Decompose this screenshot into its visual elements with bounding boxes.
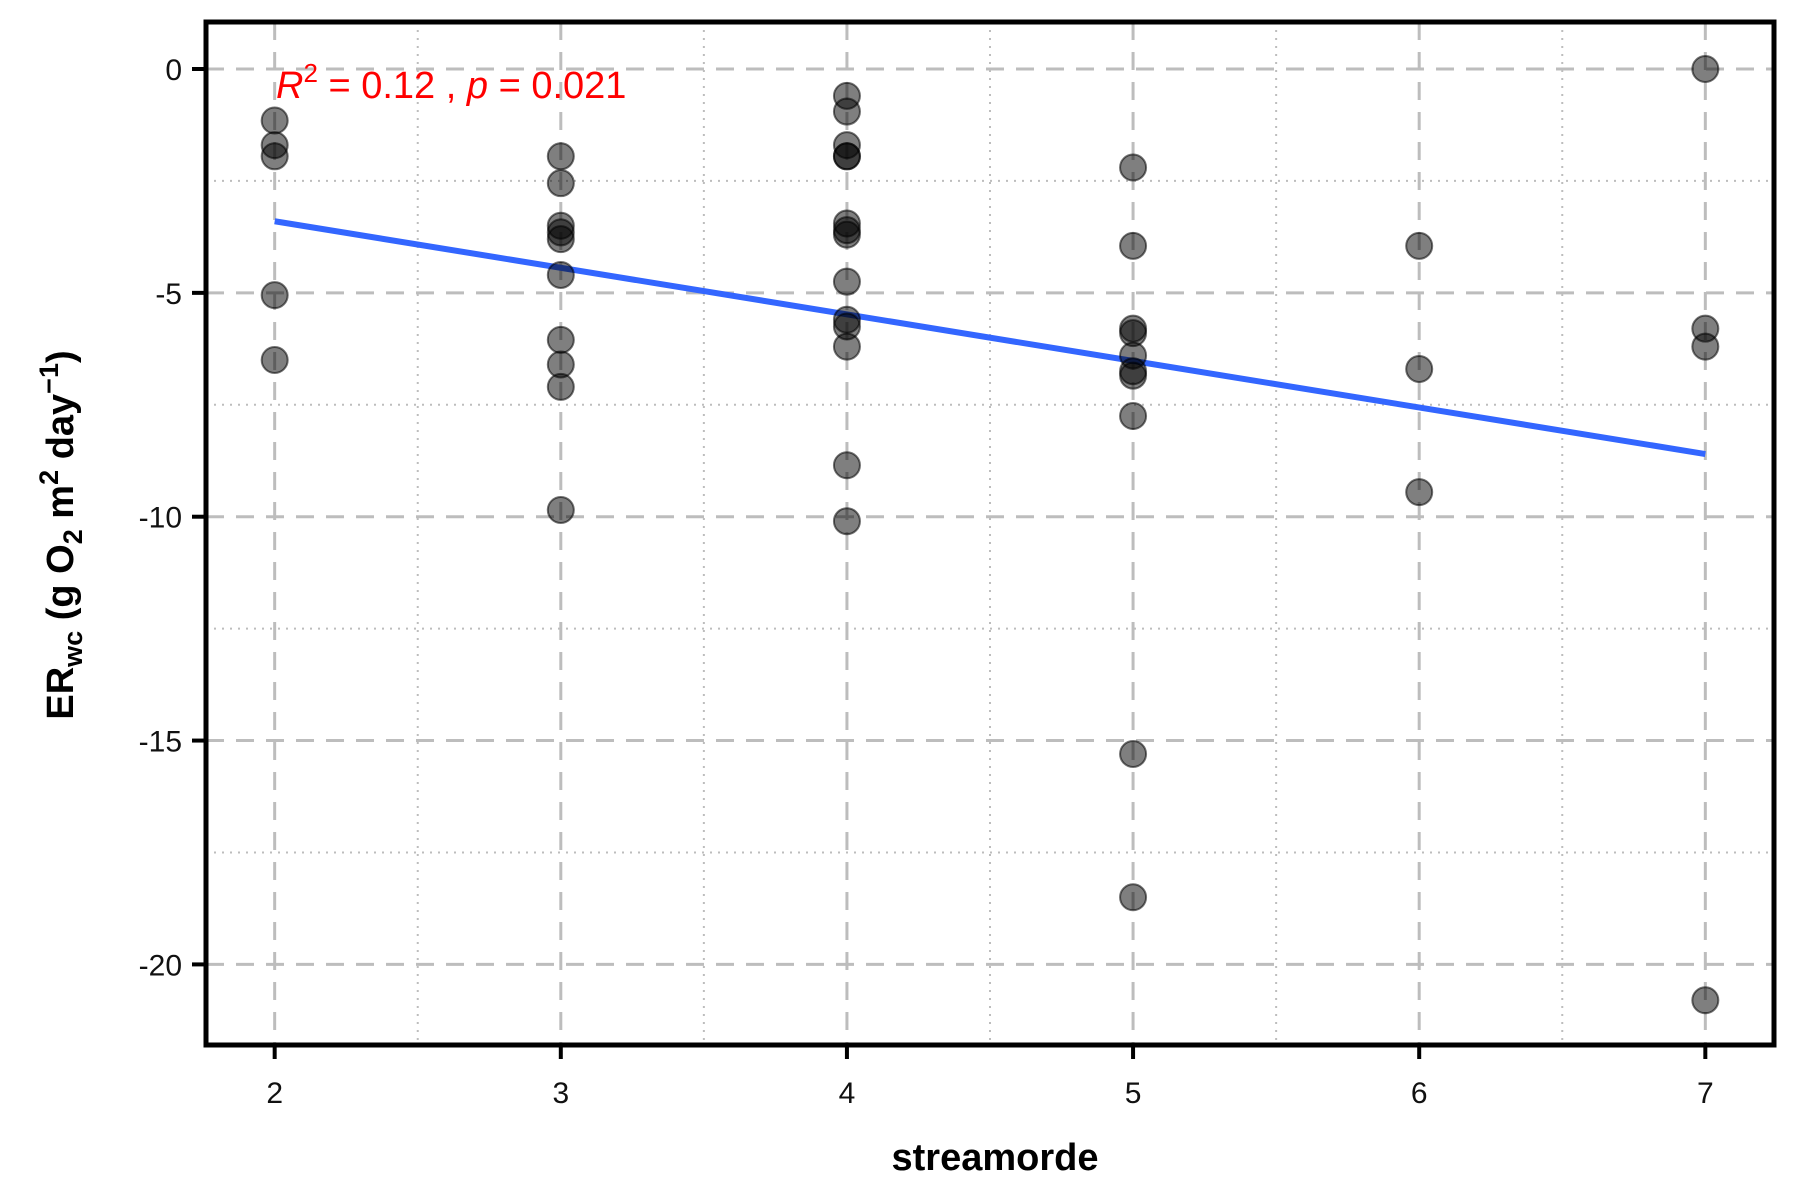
data-point <box>832 332 861 361</box>
data-point <box>1691 55 1720 84</box>
data-point <box>1119 739 1148 768</box>
data-point <box>546 169 575 198</box>
data-point <box>260 281 289 310</box>
grid <box>206 22 1774 1045</box>
regression-annotation: R2 = 0.12 , p = 0.021 <box>276 58 626 107</box>
data-point <box>1405 478 1434 507</box>
r-superscript: 2 <box>303 58 317 88</box>
x-tick-label: 6 <box>1411 1077 1428 1110</box>
regression-line-layer <box>274 218 1706 457</box>
y-axis-part1: (g O <box>40 544 82 631</box>
y-axis-part3: day <box>40 394 82 470</box>
data-point <box>260 106 289 135</box>
y-tick-label: -10 <box>139 502 182 535</box>
data-points <box>260 55 1720 1015</box>
y-axis-superscript-2: −1 <box>34 363 64 394</box>
data-point <box>260 346 289 375</box>
p-label: p <box>466 65 488 107</box>
data-point <box>546 260 575 289</box>
data-point <box>546 495 575 524</box>
data-point <box>1119 231 1148 260</box>
y-axis-part4: ) <box>40 350 82 363</box>
data-point <box>1691 332 1720 361</box>
annotation-end: = 0.021 <box>488 65 626 107</box>
x-tick-label: 3 <box>552 1077 569 1110</box>
y-tick-label: 0 <box>165 54 182 87</box>
data-point <box>1119 401 1148 430</box>
x-axis-title: streamorde <box>892 1137 1099 1179</box>
y-axis-subscript: 2 <box>58 529 88 544</box>
y-tick-label: -5 <box>155 278 182 311</box>
annotation-mid: = 0.12 , <box>318 65 467 107</box>
tick-labels: 2 3 4 5 6 7 0 -5 -10 -15 -20 <box>139 54 1714 1110</box>
y-axis-prefix-subscript: wc <box>58 631 88 668</box>
data-point <box>546 325 575 354</box>
axes <box>203 19 1777 1048</box>
y-tick-label: -15 <box>139 726 182 759</box>
y-axis-title: ERwc (g O2 m2 day−1) <box>34 350 88 719</box>
data-point <box>1119 361 1148 390</box>
data-point <box>832 220 861 249</box>
data-point <box>1119 883 1148 912</box>
x-tick-label: 5 <box>1125 1077 1142 1110</box>
data-point <box>832 451 861 480</box>
x-tick-label: 7 <box>1697 1077 1714 1110</box>
data-point <box>1405 354 1434 383</box>
data-point <box>832 507 861 536</box>
data-point <box>546 372 575 401</box>
x-tick-label: 2 <box>266 1077 283 1110</box>
data-point <box>832 267 861 296</box>
data-point <box>546 225 575 254</box>
data-point <box>1691 986 1720 1015</box>
data-point <box>832 97 861 126</box>
data-point <box>1405 231 1434 260</box>
data-point <box>832 142 861 171</box>
regression-line <box>274 218 1706 457</box>
y-axis-prefix: ER <box>40 667 82 720</box>
r-label: R <box>276 65 303 107</box>
data-point <box>546 142 575 171</box>
y-axis-part2: m <box>40 485 82 529</box>
plot-border <box>203 19 1777 1048</box>
data-point <box>260 142 289 171</box>
data-point <box>1119 153 1148 182</box>
y-tick-label: -20 <box>139 949 182 982</box>
y-axis-superscript-1: 2 <box>34 470 64 485</box>
x-tick-label: 4 <box>839 1077 856 1110</box>
